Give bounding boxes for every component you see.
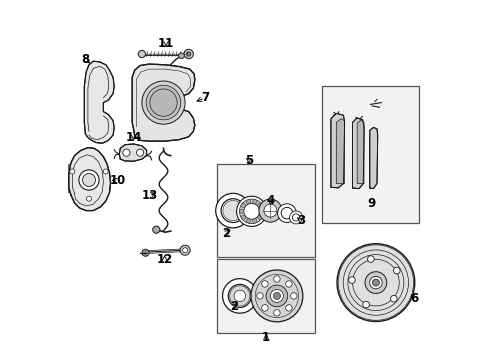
Circle shape bbox=[367, 256, 373, 262]
Text: 10: 10 bbox=[109, 174, 125, 187]
Circle shape bbox=[221, 199, 244, 222]
Polygon shape bbox=[119, 144, 146, 161]
Circle shape bbox=[364, 272, 386, 293]
Circle shape bbox=[180, 245, 190, 255]
Polygon shape bbox=[356, 120, 363, 184]
Circle shape bbox=[277, 204, 296, 222]
Bar bbox=[68, 186, 72, 192]
Circle shape bbox=[228, 284, 251, 307]
Circle shape bbox=[252, 199, 257, 204]
Circle shape bbox=[281, 207, 292, 219]
Bar bbox=[217, 164, 314, 257]
Circle shape bbox=[273, 276, 280, 282]
Text: 11: 11 bbox=[158, 37, 174, 50]
Polygon shape bbox=[84, 61, 114, 143]
Circle shape bbox=[186, 52, 190, 56]
Bar bbox=[84, 120, 93, 127]
Circle shape bbox=[259, 209, 264, 213]
Circle shape bbox=[273, 310, 280, 316]
Text: 2: 2 bbox=[221, 227, 229, 240]
Circle shape bbox=[146, 85, 181, 120]
Circle shape bbox=[265, 285, 287, 307]
Text: 12: 12 bbox=[156, 253, 172, 266]
Circle shape bbox=[258, 199, 282, 222]
Circle shape bbox=[270, 289, 283, 302]
Circle shape bbox=[285, 305, 291, 311]
Bar bbox=[84, 94, 93, 101]
Circle shape bbox=[223, 201, 243, 221]
Polygon shape bbox=[369, 127, 377, 189]
Circle shape bbox=[178, 53, 184, 59]
Bar bbox=[217, 259, 314, 333]
Circle shape bbox=[122, 149, 130, 156]
Text: 8: 8 bbox=[81, 53, 89, 66]
Bar bbox=[321, 86, 418, 223]
Circle shape bbox=[244, 203, 259, 219]
Text: 2: 2 bbox=[229, 300, 237, 312]
Bar bbox=[68, 164, 72, 169]
Text: 1: 1 bbox=[262, 331, 269, 344]
Circle shape bbox=[152, 226, 160, 233]
Circle shape bbox=[261, 305, 267, 311]
Text: 13: 13 bbox=[142, 189, 158, 202]
Circle shape bbox=[252, 219, 257, 223]
Circle shape bbox=[136, 149, 143, 156]
Polygon shape bbox=[336, 119, 344, 184]
Circle shape bbox=[390, 296, 396, 302]
Circle shape bbox=[236, 196, 266, 226]
Circle shape bbox=[273, 292, 280, 300]
Circle shape bbox=[257, 203, 262, 208]
Circle shape bbox=[234, 290, 245, 302]
Circle shape bbox=[138, 50, 145, 58]
Circle shape bbox=[229, 286, 249, 306]
Circle shape bbox=[362, 301, 368, 308]
Polygon shape bbox=[330, 113, 344, 188]
Text: 5: 5 bbox=[244, 154, 252, 167]
Circle shape bbox=[257, 215, 262, 219]
Polygon shape bbox=[352, 118, 363, 189]
Circle shape bbox=[261, 281, 267, 287]
Circle shape bbox=[142, 81, 185, 124]
Circle shape bbox=[239, 199, 264, 224]
Circle shape bbox=[103, 169, 108, 174]
Text: 3: 3 bbox=[297, 214, 305, 227]
Text: 6: 6 bbox=[409, 292, 418, 305]
Circle shape bbox=[142, 249, 149, 256]
Circle shape bbox=[290, 293, 296, 299]
Circle shape bbox=[289, 211, 302, 224]
Circle shape bbox=[372, 279, 379, 286]
Circle shape bbox=[82, 174, 95, 186]
Circle shape bbox=[182, 248, 187, 253]
Circle shape bbox=[393, 267, 399, 274]
Polygon shape bbox=[132, 64, 194, 141]
Circle shape bbox=[241, 215, 245, 219]
Circle shape bbox=[79, 170, 99, 190]
Polygon shape bbox=[69, 148, 110, 211]
Circle shape bbox=[336, 244, 414, 321]
Circle shape bbox=[222, 279, 257, 313]
Circle shape bbox=[285, 281, 291, 287]
Circle shape bbox=[369, 276, 381, 289]
Text: 9: 9 bbox=[366, 197, 375, 210]
Circle shape bbox=[241, 203, 245, 208]
Text: 4: 4 bbox=[266, 194, 274, 207]
Circle shape bbox=[246, 219, 250, 223]
Circle shape bbox=[292, 214, 299, 221]
Circle shape bbox=[250, 270, 302, 322]
Circle shape bbox=[86, 196, 91, 201]
Circle shape bbox=[264, 204, 276, 217]
Circle shape bbox=[256, 293, 263, 299]
Circle shape bbox=[149, 89, 177, 116]
Circle shape bbox=[348, 277, 354, 283]
Circle shape bbox=[183, 49, 193, 59]
Text: 14: 14 bbox=[125, 131, 142, 144]
Circle shape bbox=[215, 193, 250, 228]
Circle shape bbox=[70, 169, 75, 174]
Circle shape bbox=[239, 209, 244, 213]
Circle shape bbox=[246, 199, 250, 204]
Text: 7: 7 bbox=[201, 91, 208, 104]
